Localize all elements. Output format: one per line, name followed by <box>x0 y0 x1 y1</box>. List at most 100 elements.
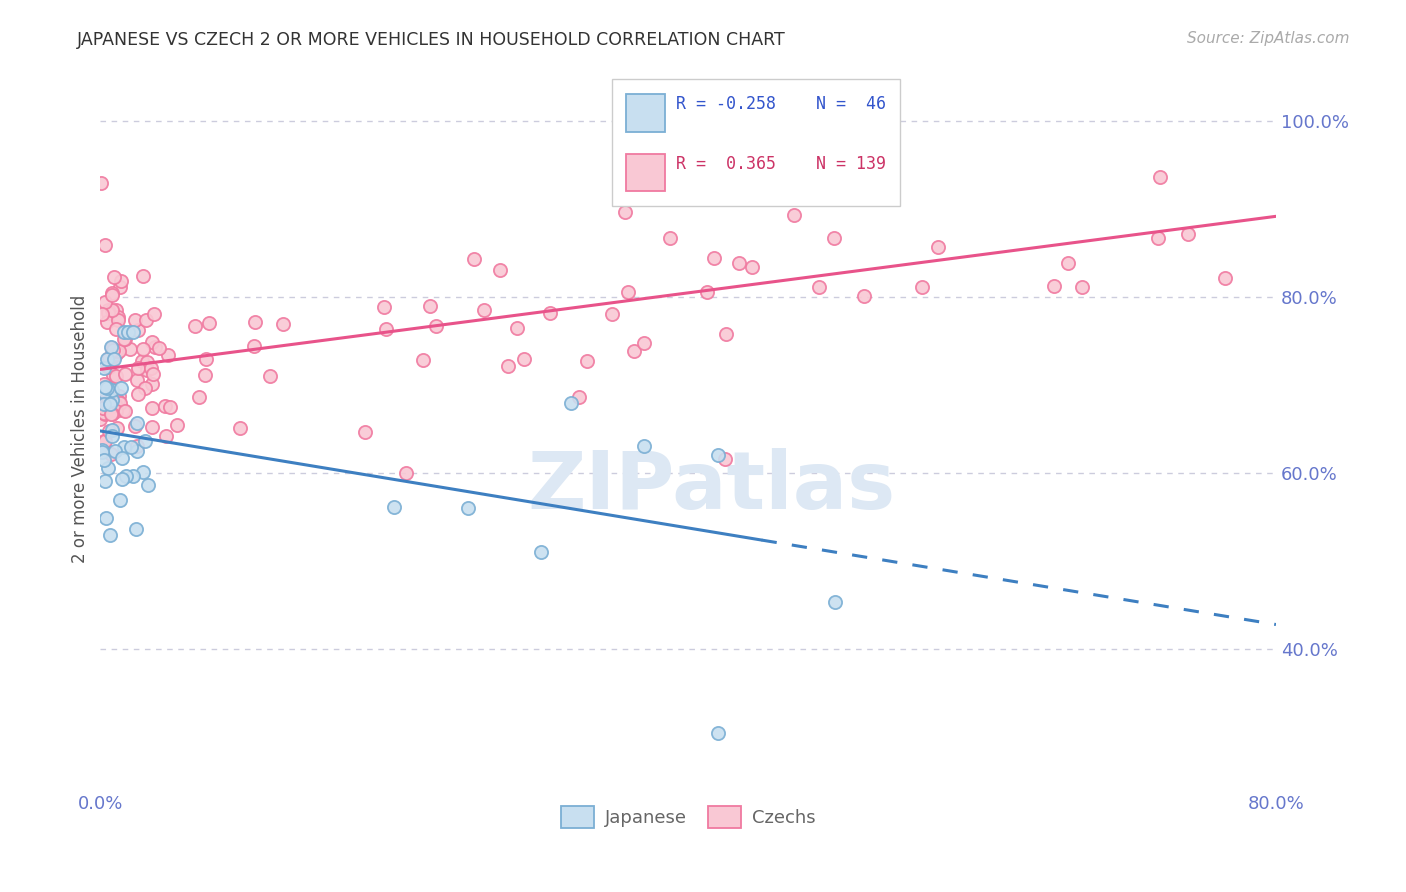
Point <box>101 349 124 363</box>
Point <box>111 450 134 465</box>
Point <box>101 302 124 317</box>
Point <box>143 307 166 321</box>
FancyBboxPatch shape <box>612 79 900 205</box>
Point <box>105 302 128 317</box>
Point <box>911 280 934 294</box>
Point <box>100 397 122 411</box>
Point <box>142 367 165 381</box>
Point <box>156 348 179 362</box>
Point <box>808 280 831 294</box>
Point <box>94 408 117 422</box>
Point <box>100 340 122 354</box>
Point <box>100 447 122 461</box>
Point <box>94 237 117 252</box>
Point <box>107 394 129 409</box>
Point <box>1177 227 1199 241</box>
Point <box>1070 280 1092 294</box>
Point <box>136 355 159 369</box>
Point <box>842 163 865 178</box>
Point <box>127 361 149 376</box>
Point <box>97 360 120 375</box>
Point <box>506 321 529 335</box>
Point <box>114 332 136 346</box>
Point <box>90 443 112 458</box>
Point <box>623 344 645 359</box>
Point <box>659 231 682 245</box>
Point <box>103 348 125 362</box>
Point <box>135 312 157 326</box>
Point <box>101 428 124 442</box>
Point <box>98 527 121 541</box>
Point <box>122 326 145 340</box>
Point <box>104 321 127 335</box>
Point <box>108 389 131 403</box>
Point <box>104 343 127 358</box>
Point <box>1057 256 1080 270</box>
Point <box>136 363 159 377</box>
Point <box>633 335 655 350</box>
Point <box>155 399 177 413</box>
Point <box>97 460 120 475</box>
Point <box>111 472 134 486</box>
Point <box>560 396 582 410</box>
Point <box>134 434 156 449</box>
Point <box>1042 278 1064 293</box>
Y-axis label: 2 or more Vehicles in Household: 2 or more Vehicles in Household <box>72 295 89 564</box>
Point <box>1213 270 1236 285</box>
Point <box>124 419 146 434</box>
Point <box>782 208 804 222</box>
Point <box>93 361 115 376</box>
Point <box>706 448 728 462</box>
Point <box>93 376 115 391</box>
Point <box>93 397 115 411</box>
Point <box>100 423 122 437</box>
Point <box>91 401 114 415</box>
Point <box>112 440 135 454</box>
Point <box>114 368 136 382</box>
Point <box>94 434 117 449</box>
Point <box>90 176 112 190</box>
Text: JAPANESE VS CZECH 2 OR MORE VEHICLES IN HOUSEHOLD CORRELATION CHART: JAPANESE VS CZECH 2 OR MORE VEHICLES IN … <box>77 31 786 49</box>
Point <box>419 300 441 314</box>
Point <box>101 368 124 383</box>
Point <box>568 390 591 404</box>
Point <box>124 522 146 536</box>
Point <box>472 303 495 318</box>
Point <box>614 205 637 219</box>
Point <box>496 359 519 373</box>
Point <box>703 251 725 265</box>
Point <box>124 313 146 327</box>
Point <box>136 478 159 492</box>
Point <box>139 361 162 376</box>
Point <box>94 394 117 409</box>
Point <box>141 377 163 392</box>
Point <box>194 352 217 367</box>
Point <box>457 501 479 516</box>
Point <box>117 326 139 340</box>
Point <box>110 396 132 410</box>
Point <box>382 500 405 515</box>
Point <box>97 302 120 317</box>
Point <box>187 390 209 404</box>
Point <box>184 319 207 334</box>
Point <box>103 352 125 367</box>
Point <box>617 285 640 299</box>
Point <box>155 428 177 442</box>
Point <box>101 342 124 356</box>
Text: Source: ZipAtlas.com: Source: ZipAtlas.com <box>1187 31 1350 46</box>
Point <box>127 386 149 401</box>
Point <box>97 359 120 374</box>
Point <box>114 403 136 417</box>
Point <box>93 434 115 449</box>
Point <box>115 469 138 483</box>
Point <box>716 327 738 342</box>
Point <box>101 384 124 398</box>
Point <box>1147 231 1170 245</box>
Point <box>576 353 599 368</box>
Point <box>412 352 434 367</box>
Point <box>111 403 134 417</box>
Point <box>512 351 534 366</box>
Point <box>395 466 418 480</box>
Point <box>104 443 127 458</box>
Point <box>93 379 115 393</box>
